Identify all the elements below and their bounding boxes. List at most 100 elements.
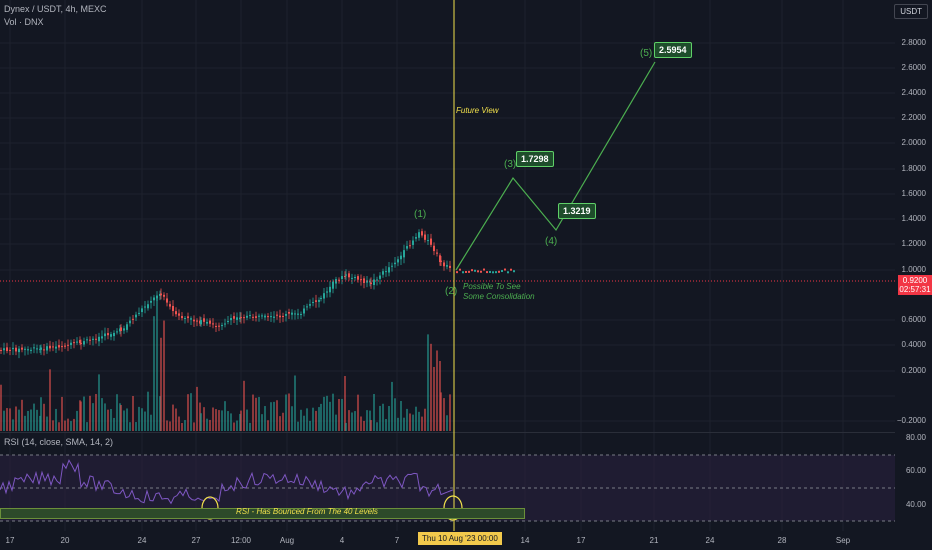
elliott-wave-projection[interactable] bbox=[455, 61, 656, 271]
volume-bar bbox=[312, 407, 314, 431]
price-axis-label: 2.2000 bbox=[901, 113, 926, 122]
volume-bar bbox=[156, 295, 158, 431]
candle-body bbox=[285, 313, 287, 316]
volume-bar bbox=[320, 403, 322, 431]
volume-bar bbox=[27, 410, 29, 431]
candle-body bbox=[141, 308, 143, 313]
candle-body bbox=[421, 231, 423, 236]
volume-bar bbox=[288, 393, 290, 431]
wave-3-label[interactable]: (3) bbox=[504, 159, 517, 170]
volume-bar bbox=[436, 350, 438, 431]
rsi-axis-label: 40.00 bbox=[905, 500, 926, 509]
rsi-note-banner[interactable] bbox=[0, 508, 525, 519]
candle-body bbox=[224, 323, 226, 325]
current-price-tag: 0.9200 02:57:31 bbox=[898, 275, 932, 295]
volume-bar bbox=[236, 420, 238, 431]
consolidation-candle bbox=[513, 270, 515, 273]
rsi-indicator-label[interactable]: RSI (14, close, SMA, 14, 2) bbox=[4, 437, 114, 447]
candle-body bbox=[58, 345, 60, 348]
consolidation-candle bbox=[459, 268, 461, 271]
volume-bar bbox=[3, 410, 5, 431]
candle-body bbox=[169, 304, 171, 307]
volume-bar bbox=[357, 394, 359, 431]
candle-body bbox=[294, 313, 296, 315]
candle-body bbox=[329, 286, 331, 293]
candle-body bbox=[0, 349, 2, 351]
candle-body bbox=[348, 273, 350, 278]
candle-body bbox=[116, 331, 118, 333]
volume-bar bbox=[218, 410, 220, 431]
candle-body bbox=[120, 327, 122, 331]
candle-body bbox=[345, 274, 347, 276]
price-axis-label: 1.8000 bbox=[901, 164, 926, 173]
candle-body bbox=[354, 277, 356, 279]
volume-bar bbox=[388, 406, 390, 431]
candle-body bbox=[394, 262, 396, 265]
wave-1-label[interactable]: (1) bbox=[414, 209, 427, 220]
candle-body bbox=[221, 325, 223, 327]
volume-bar bbox=[351, 412, 353, 431]
volume-bar bbox=[64, 420, 66, 431]
candle-body bbox=[209, 320, 211, 324]
volume-bar bbox=[430, 343, 432, 431]
candle-body bbox=[443, 262, 445, 267]
consolidation-note-line-2[interactable]: Some Consolidation bbox=[463, 292, 535, 301]
rsi-note-text: RSI - Has Bounced From The 40 Levels bbox=[236, 507, 378, 516]
wave-4-label[interactable]: (4) bbox=[545, 236, 558, 247]
candle-body bbox=[190, 318, 192, 320]
symbol-title[interactable]: Dynex / USDT, 4h, MEXC bbox=[4, 4, 107, 14]
target-wave-4-box[interactable]: 1.3219 bbox=[558, 203, 596, 219]
volume-bars bbox=[0, 295, 451, 431]
time-axis-label: 4 bbox=[339, 536, 345, 545]
candle-body bbox=[206, 321, 208, 324]
price-axis-label: −0.2000 bbox=[896, 416, 926, 425]
volume-bar bbox=[221, 410, 223, 431]
future-view-label[interactable]: Future View bbox=[456, 106, 499, 115]
volume-bar bbox=[252, 394, 254, 431]
consolidation-candle bbox=[495, 271, 497, 274]
volume-bar bbox=[449, 394, 451, 431]
volume-bar bbox=[30, 409, 32, 431]
candle-body bbox=[181, 316, 183, 319]
candle-body bbox=[64, 345, 66, 347]
current-price-value: 0.9200 bbox=[902, 276, 928, 285]
candle-body bbox=[172, 305, 174, 311]
volume-bar bbox=[370, 420, 372, 431]
volume-bar bbox=[163, 320, 165, 431]
volume-bar bbox=[233, 422, 235, 431]
volume-bar bbox=[203, 407, 205, 431]
volume-bar bbox=[306, 408, 308, 431]
volume-bar bbox=[33, 403, 35, 431]
volume-bar bbox=[9, 408, 11, 431]
candle-body bbox=[312, 301, 314, 303]
target-wave-5-box[interactable]: 2.5954 bbox=[654, 42, 692, 58]
volume-bar bbox=[373, 393, 375, 431]
volume-bar bbox=[243, 380, 245, 431]
candle-body bbox=[73, 342, 75, 344]
volume-bar bbox=[297, 421, 299, 431]
candle-body bbox=[239, 317, 241, 320]
volume-bar bbox=[92, 403, 94, 431]
volume-bar bbox=[141, 408, 143, 431]
candle-body bbox=[83, 341, 85, 345]
price-axis-label: 0.2000 bbox=[901, 366, 926, 375]
time-axis-label: 24 bbox=[137, 536, 147, 545]
price-axis-label: 2.0000 bbox=[901, 138, 926, 147]
candle-body bbox=[138, 312, 140, 314]
candle-body bbox=[153, 297, 155, 301]
candle-body bbox=[318, 299, 320, 302]
wave-2-label[interactable]: (2) bbox=[445, 286, 458, 297]
target-wave-3-box[interactable]: 1.7298 bbox=[516, 151, 554, 167]
volume-indicator-label[interactable]: Vol · DNX bbox=[4, 17, 44, 27]
consolidation-note-line-1[interactable]: Possible To See bbox=[463, 282, 521, 291]
wave-5-label[interactable]: (5) bbox=[640, 48, 653, 59]
volume-bar bbox=[147, 391, 149, 431]
volume-bar bbox=[348, 410, 350, 431]
pane-divider[interactable] bbox=[0, 432, 895, 433]
candle-body bbox=[379, 275, 381, 279]
volume-bar bbox=[230, 413, 232, 431]
currency-badge[interactable]: USDT bbox=[894, 4, 928, 19]
candle-body bbox=[303, 308, 305, 314]
volume-bar bbox=[212, 407, 214, 431]
